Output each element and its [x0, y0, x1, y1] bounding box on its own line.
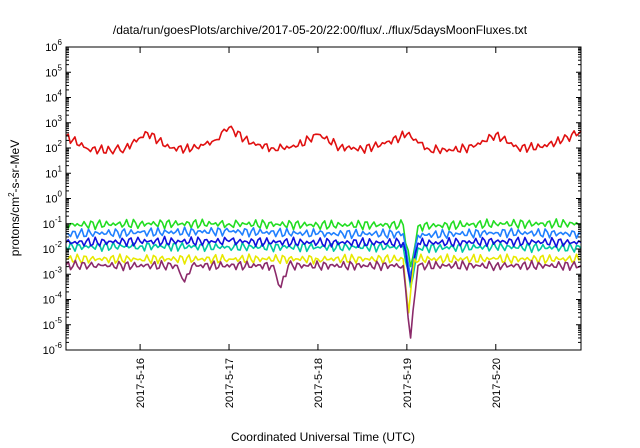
y-tick-label: 102: [45, 139, 62, 155]
x-axis-label: Coordinated Universal Time (UTC): [231, 430, 415, 444]
x-tick-label: 2017-5-17: [224, 358, 236, 408]
y-tick-label: 105: [45, 63, 62, 79]
y-tick-label: 10-4: [43, 291, 63, 307]
y-tick-label: 103: [45, 114, 62, 130]
y-tick-label: 104: [45, 89, 62, 105]
series-line-3: [65, 226, 582, 278]
y-tick-label: 101: [45, 164, 62, 180]
series-line-5: [65, 235, 582, 283]
plot-frame: [65, 46, 582, 351]
series-line-6: [65, 253, 582, 314]
y-tick-label: 106: [45, 38, 62, 54]
x-tick-label: 2017-5-18: [313, 358, 325, 408]
series-line-7: [65, 259, 582, 339]
x-tick-label: 2017-5-19: [402, 358, 414, 408]
x-tick-label: 2017-5-16: [135, 358, 147, 408]
series-line-2: [65, 218, 582, 268]
chart-title: /data/run/goesPlots/archive/2017-05-20/2…: [113, 23, 528, 37]
y-tick-label: 10-3: [43, 265, 63, 281]
y-tick-label: 10-6: [43, 341, 63, 357]
y-tick-label: 10-5: [43, 316, 63, 332]
y-axis: 10-6 10-5 10-4 10-3 10-2 10-1 100 101 102 103 104 1…: [43, 38, 581, 357]
x-tick-label: 2017-5-20: [491, 358, 503, 408]
y-tick-label: 100: [45, 190, 62, 206]
series-line-1: [65, 125, 582, 155]
x-axis: 2017-5-16 2017-5-17 2017-5-18 2017-5-19 2017…: [135, 47, 503, 408]
series-line-4: [65, 241, 582, 289]
y-tick-label: 10-1: [43, 215, 63, 231]
y-tick-label: 10-2: [43, 240, 63, 256]
y-axis-label: protons/cm2-s-sr-MeV: [7, 140, 22, 256]
plot-area: [65, 125, 582, 339]
